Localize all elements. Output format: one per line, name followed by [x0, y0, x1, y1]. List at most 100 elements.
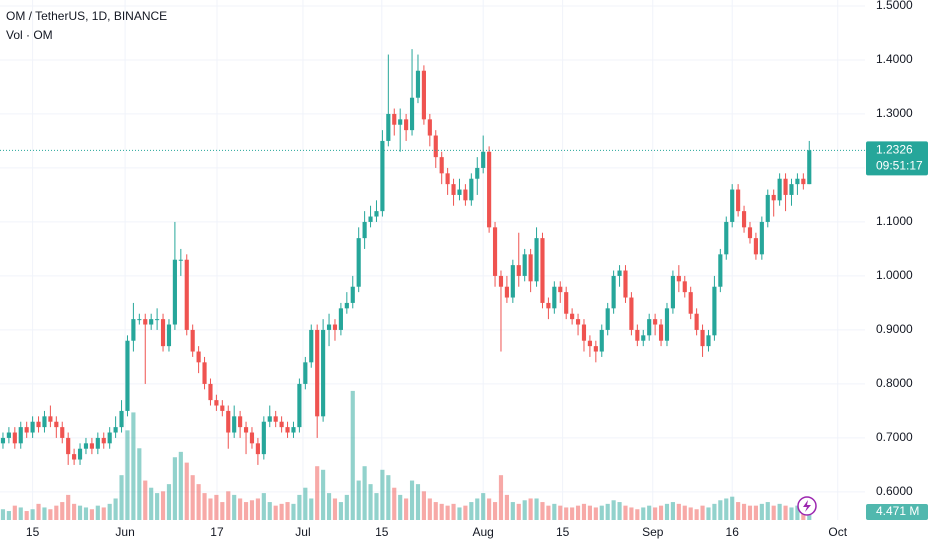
volume-bar [291, 503, 296, 520]
candle-body [451, 184, 456, 195]
volume-bar [629, 507, 634, 520]
y-tick-label: 1.0000 [876, 268, 913, 282]
candle-body [392, 113, 397, 125]
volume-layer [0, 390, 812, 520]
candle-body [682, 281, 687, 293]
candle-body [629, 297, 634, 330]
y-tick-label: 0.7000 [876, 430, 913, 444]
y-tick-label: 1.3000 [876, 106, 913, 120]
volume-bar [297, 494, 302, 520]
candle-body [564, 292, 569, 314]
candle-body [368, 216, 373, 222]
candle-body [131, 319, 136, 341]
candle-body [540, 238, 545, 303]
volume-bar [149, 487, 154, 520]
volume-bar [736, 502, 741, 520]
last-price-box [866, 141, 928, 176]
volume-bar [753, 505, 758, 520]
candle-body [12, 432, 17, 444]
volume-bar [599, 505, 604, 520]
candle-body [516, 265, 521, 276]
candle-body [546, 302, 551, 309]
candle-body [232, 416, 237, 433]
volume-bar [392, 487, 397, 520]
volume-bar [445, 505, 450, 520]
volume-bar [552, 503, 557, 520]
volume-bar [510, 502, 515, 520]
volume-bar [421, 491, 426, 520]
candle-body [581, 324, 587, 341]
x-tick-label: Oct [828, 525, 847, 539]
volume-bar [249, 500, 255, 520]
volume-bar [777, 503, 782, 520]
candle-body [350, 286, 355, 303]
candle-body [48, 416, 53, 422]
candle-body [77, 448, 83, 460]
candle-body [504, 286, 509, 298]
candle-body [89, 443, 94, 449]
candle-body [587, 340, 592, 347]
candle-body [273, 416, 278, 422]
axes: 1.50001.40001.30001.20001.10001.00000.90… [0, 0, 928, 539]
volume-bar [350, 390, 355, 520]
candle-body [771, 194, 776, 201]
candle-body [143, 319, 148, 325]
volume-bar [664, 503, 670, 520]
x-tick-label: 15 [26, 525, 40, 539]
volume-bar [89, 509, 94, 520]
volume-bar [700, 505, 705, 520]
y-tick-label: 0.6000 [876, 484, 913, 498]
candle-body [166, 324, 172, 347]
chart-title: OM / TetherUS, 1D, BINANCE [6, 9, 167, 23]
candle-body [344, 302, 349, 309]
volume-bar [570, 507, 575, 520]
candle-body [107, 432, 112, 444]
volume-bar [718, 500, 723, 520]
volume-bar [439, 503, 444, 520]
volume-bar [255, 498, 260, 520]
candle-body [95, 437, 100, 449]
candle-body [243, 427, 249, 433]
volume-bar [72, 503, 77, 520]
candle-body [238, 416, 243, 428]
candle-body [570, 313, 575, 320]
candle-body [321, 329, 326, 417]
candle-body [190, 329, 195, 352]
candle-body [220, 405, 225, 411]
candle-body [706, 335, 711, 347]
volume-bar [807, 511, 812, 520]
volume-bar [0, 509, 6, 520]
volume-bar [498, 475, 504, 520]
candle-body [575, 319, 581, 325]
y-tick-label: 1.5000 [876, 0, 913, 12]
volume-bar [409, 480, 415, 520]
volume-bar [356, 480, 361, 520]
x-tick-label: 15 [375, 525, 389, 539]
candle-body [261, 421, 266, 455]
candle-body [552, 286, 557, 309]
candle-body [801, 178, 806, 185]
volume-bar [647, 505, 652, 520]
volume-bar [220, 502, 225, 520]
candle-body [54, 421, 59, 428]
candle-body [184, 259, 189, 330]
volume-bar [202, 493, 207, 520]
candle-body [332, 324, 338, 330]
volume-bar [232, 494, 237, 520]
candle-body [718, 254, 723, 287]
candle-body [60, 427, 65, 438]
volume-bar [688, 507, 693, 520]
candle-body [641, 335, 646, 341]
volume-bar [83, 507, 89, 520]
volume-bar [712, 503, 717, 520]
volume-bar [487, 498, 492, 520]
volume-bar [36, 503, 41, 520]
candle-body [279, 421, 284, 428]
candle-body [522, 254, 527, 276]
candle-body [404, 119, 409, 131]
volume-bar [427, 498, 432, 520]
candle-body [635, 329, 640, 341]
candle-body [291, 427, 296, 433]
volume-bar [730, 496, 735, 520]
volume-bar [795, 505, 800, 520]
